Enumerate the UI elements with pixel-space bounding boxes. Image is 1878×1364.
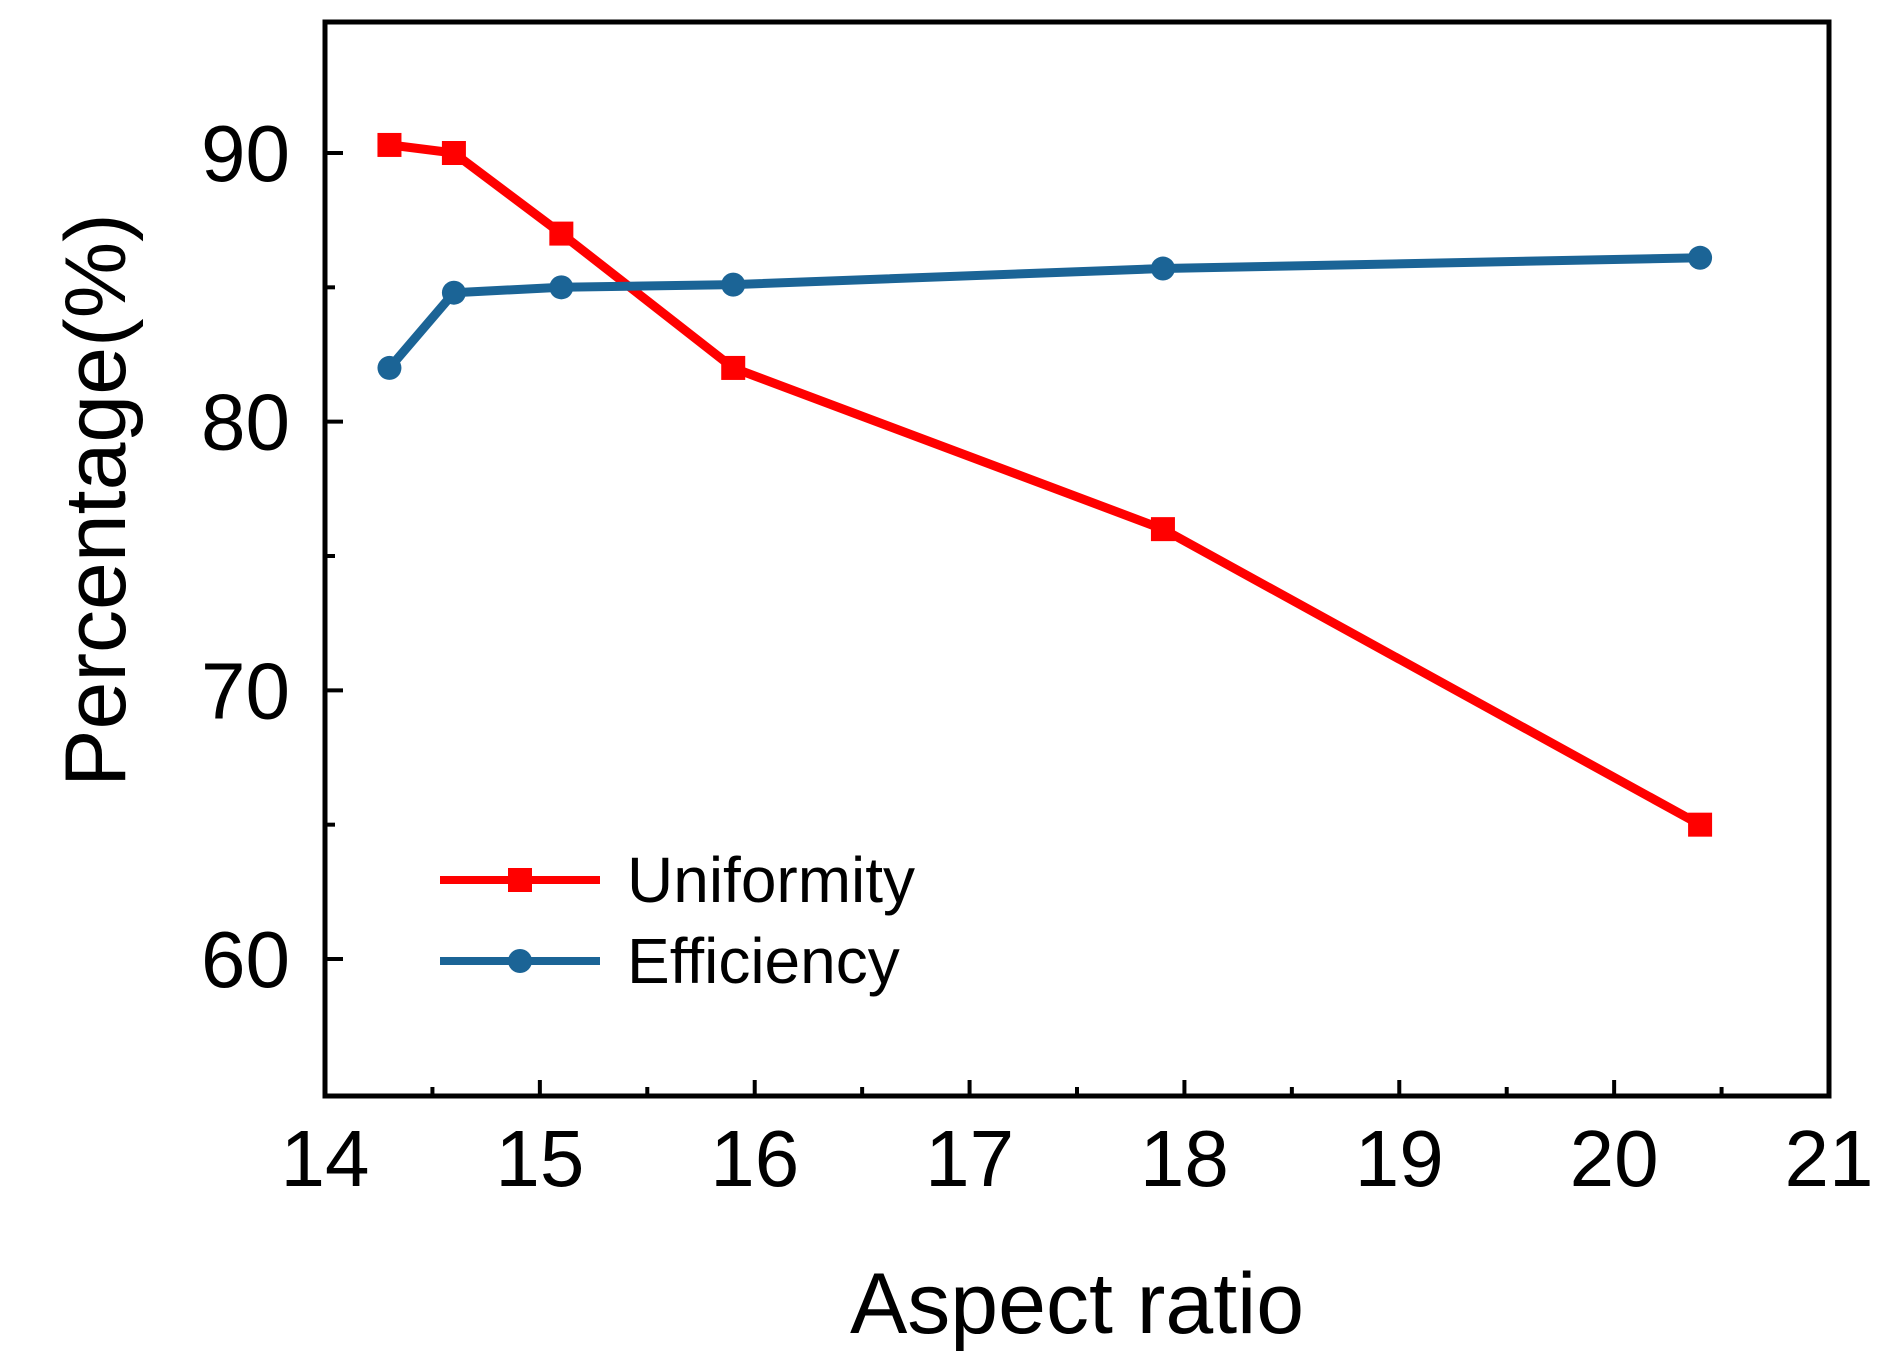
x-tick-label: 20 xyxy=(1570,1114,1659,1203)
uniformity-point xyxy=(721,355,746,380)
x-tick-label: 19 xyxy=(1355,1114,1444,1203)
uniformity-line xyxy=(385,140,1705,830)
efficiency-point xyxy=(1688,245,1713,270)
x-tick-label: 17 xyxy=(925,1114,1014,1203)
legend-uniformity-label: Uniformity xyxy=(627,844,915,916)
x-axis-label: Aspect ratio xyxy=(850,1256,1304,1352)
legend: Uniformity Efficiency xyxy=(440,844,915,997)
x-tick-label: 14 xyxy=(281,1114,370,1203)
y-tick-label: 80 xyxy=(201,378,290,467)
uniformity-point xyxy=(549,221,574,246)
efficiency-point xyxy=(441,280,466,305)
y-axis-label: Percentage(%) xyxy=(48,213,144,787)
x-axis-ticks: 14 15 16 17 18 19 20 21 xyxy=(281,1080,1874,1203)
y-tick-label: 90 xyxy=(201,109,290,198)
x-tick-label: 18 xyxy=(1140,1114,1229,1203)
series-markers xyxy=(377,132,1713,837)
efficiency-point xyxy=(377,355,402,380)
legend-uniformity-marker xyxy=(508,868,532,892)
uniformity-point xyxy=(377,132,402,157)
uniformity-point xyxy=(441,141,466,165)
x-tick-label: 16 xyxy=(710,1114,799,1203)
x-tick-label: 21 xyxy=(1785,1114,1874,1203)
legend-efficiency-label: Efficiency xyxy=(627,925,900,997)
legend-efficiency-marker xyxy=(508,949,532,973)
x-tick-label: 15 xyxy=(495,1114,584,1203)
series-lines xyxy=(385,140,1705,830)
efficiency-line xyxy=(385,253,1705,373)
y-tick-label: 70 xyxy=(201,646,290,735)
efficiency-point xyxy=(1150,256,1175,281)
uniformity-point xyxy=(1150,517,1175,542)
efficiency-point xyxy=(549,275,574,300)
y-axis-ticks: 60 70 80 90 xyxy=(201,109,343,1004)
y-tick-label: 60 xyxy=(201,915,290,1004)
efficiency-point xyxy=(721,272,746,297)
uniformity-point xyxy=(1688,812,1713,837)
plot-frame xyxy=(322,19,1832,1099)
